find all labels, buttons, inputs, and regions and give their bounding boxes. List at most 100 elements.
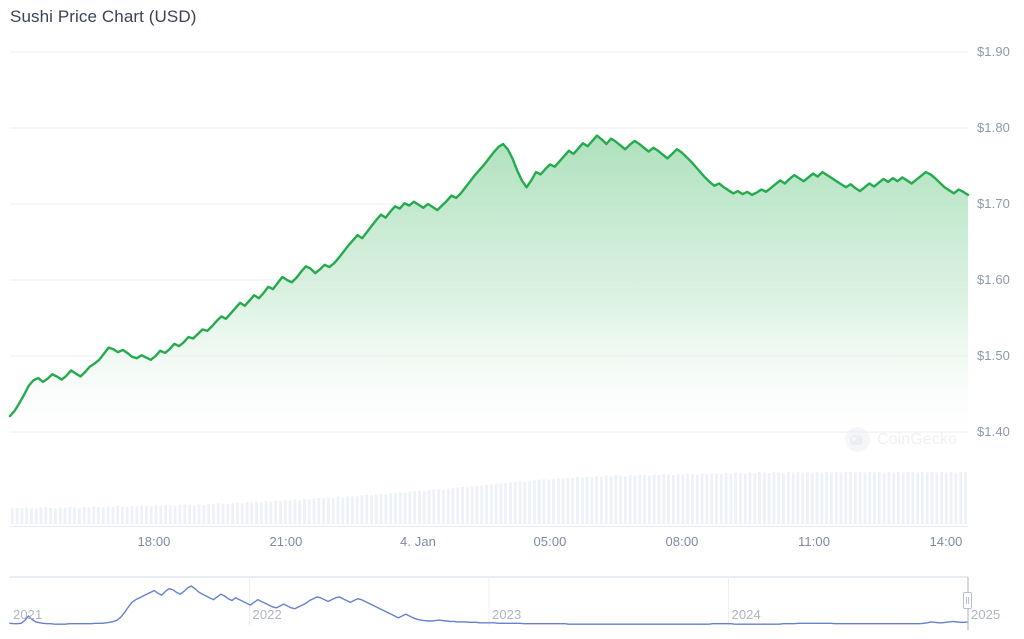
range-navigator[interactable]: 2021 2022 2023 2024 2025 (0, 570, 1024, 636)
volume-bar (49, 507, 53, 524)
volume-bar (571, 478, 575, 524)
navigator-handle-right[interactable] (963, 592, 972, 609)
volume-bar (810, 472, 814, 524)
volume-bar (437, 489, 441, 524)
volume-bar (485, 485, 488, 524)
volume-bar (791, 472, 795, 524)
volume-bar (509, 482, 512, 524)
volume-bar (782, 473, 785, 524)
volume-bar (101, 507, 105, 524)
x-axis-tick-label: 08:00 (665, 534, 699, 549)
volume-bar (15, 507, 19, 524)
volume-bar (576, 477, 579, 524)
volume-bar (552, 478, 555, 524)
volume-bar (441, 489, 445, 524)
volume-bar (542, 479, 546, 524)
volume-bar (39, 507, 43, 524)
volume-bar (829, 472, 833, 524)
volume-bar (714, 473, 718, 524)
volume-bar (767, 473, 771, 524)
volume-bar (264, 501, 268, 524)
volume-bar (58, 507, 62, 524)
volume-bar (413, 491, 417, 524)
volume-bar (911, 472, 915, 524)
x-axis-tick-label: 21:00 (269, 534, 303, 549)
volume-bar (719, 474, 723, 524)
navigator-year-label: 2022 (252, 607, 282, 622)
volume-bar (873, 472, 876, 524)
volume-bar (786, 472, 790, 524)
volume-bar (87, 507, 91, 524)
volume-bar (561, 478, 565, 524)
volume-bar (274, 500, 278, 524)
volume-bar (806, 472, 809, 524)
volume-bar (580, 477, 584, 524)
main-price-plot[interactable]: $1.90 $1.80 $1.70 $1.60 $1.50 $1.40 CoinGecko (0, 34, 1024, 452)
volume-bar (964, 472, 967, 524)
volume-bar (317, 498, 321, 524)
volume-bar (221, 503, 225, 524)
volume-bar (73, 507, 76, 524)
volume-bar (408, 491, 412, 524)
volume-bar (762, 472, 766, 524)
volume-bar (451, 488, 455, 524)
volume-bar (499, 483, 503, 524)
x-axis-tick-label: 05:00 (533, 534, 567, 549)
volume-bar (532, 480, 536, 524)
navigator-sparkline[interactable] (0, 570, 1024, 636)
volume-bar (207, 503, 211, 524)
volume-bar (844, 472, 848, 524)
volume-bar (307, 499, 311, 524)
volume-bar (418, 490, 421, 524)
volume-bar (657, 475, 661, 524)
volume-bar (197, 504, 201, 524)
volume-bar (652, 474, 656, 524)
volume-bar (796, 472, 800, 524)
volume-bar (753, 473, 757, 524)
volume-bar (758, 472, 761, 524)
volume-bar (600, 476, 603, 524)
volume-bar (920, 472, 924, 524)
volume-bar (259, 502, 263, 524)
volume-bar (940, 472, 943, 524)
volume-bar (897, 472, 900, 524)
volume-bar (901, 472, 905, 524)
coingecko-watermark-label: CoinGecko (877, 430, 958, 448)
volume-bar (25, 507, 29, 524)
volume-bar (623, 476, 627, 524)
volume-bar (801, 472, 805, 524)
volume-bar (662, 474, 666, 524)
volume-bar (154, 505, 158, 524)
volume-bar (743, 473, 747, 524)
volume-bar (231, 503, 235, 524)
volume-bar (398, 492, 402, 524)
volume-bar (322, 498, 326, 524)
volume-bar (705, 474, 709, 524)
volume-bar (135, 506, 139, 524)
volume-bar (336, 496, 340, 524)
volume-bar (188, 504, 191, 524)
volume-bar (609, 476, 613, 524)
volume-bar (647, 475, 651, 524)
volume-bar (144, 505, 148, 524)
volume-bar (528, 480, 532, 524)
volume-bar (92, 506, 96, 524)
volume-bar (245, 502, 249, 524)
volume-bar (700, 473, 704, 524)
volume-bar (825, 472, 829, 524)
volume-bar (422, 491, 426, 524)
volume-bar (667, 474, 670, 524)
volume-bar (216, 503, 220, 524)
volume-bar (77, 507, 81, 524)
volume-bar (585, 476, 589, 524)
volume-bar (691, 474, 694, 524)
volume-bar (293, 499, 297, 524)
price-area-chart[interactable] (0, 34, 1024, 446)
x-axis-tick-label: 14:00 (929, 534, 963, 549)
volume-bar (954, 472, 958, 524)
volume-bar (959, 472, 963, 524)
volume-bar (537, 479, 541, 524)
volume-bar (403, 492, 407, 524)
volume-bar (547, 479, 551, 524)
